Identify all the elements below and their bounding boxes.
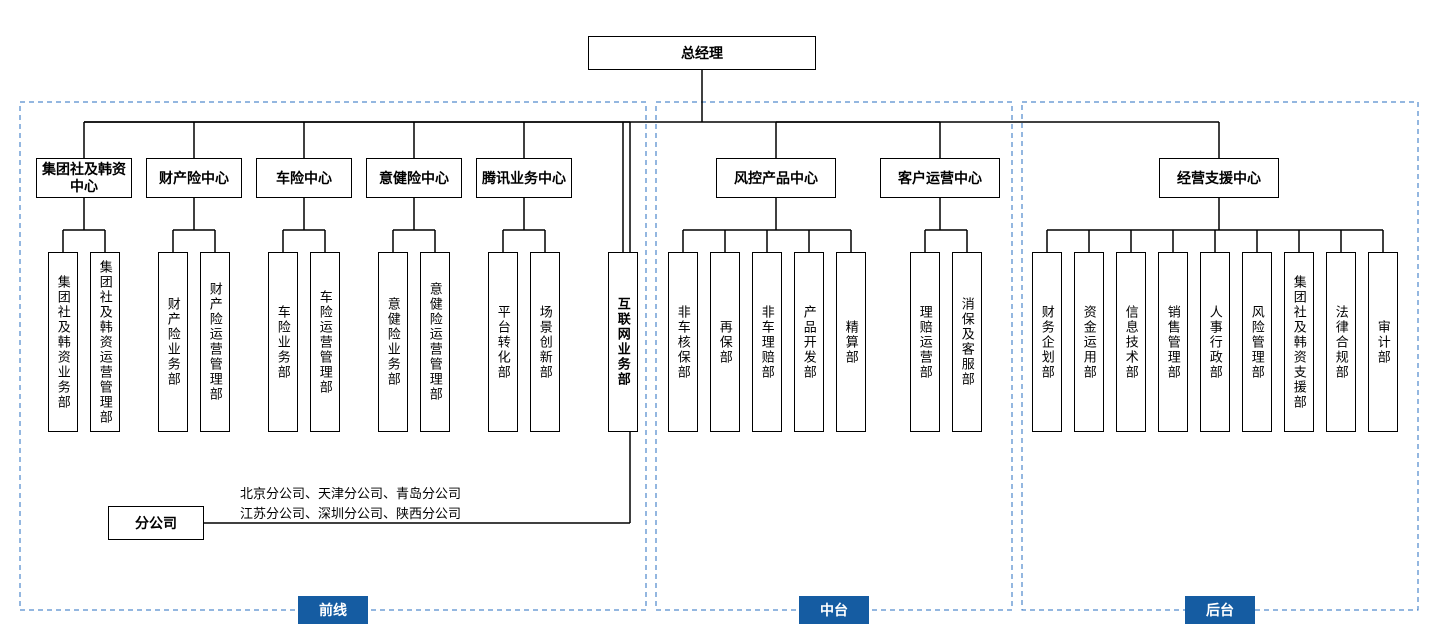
- dept-c8-8: 审计部: [1368, 252, 1398, 432]
- dept-c1-1: 集团社及韩资运营管理部: [90, 252, 120, 432]
- dept-c5-1: 场景创新部: [530, 252, 560, 432]
- dept-c8-0: 财务企划部: [1032, 252, 1062, 432]
- dept-c4-1: 意健险运营管理部: [420, 252, 450, 432]
- center-c7: 客户运营中心: [880, 158, 1000, 198]
- dept-c8-5: 风险管理部: [1242, 252, 1272, 432]
- dept-c8-7: 法律合规部: [1326, 252, 1356, 432]
- dept-c8-3: 销售管理部: [1158, 252, 1188, 432]
- dept-c8-2: 信息技术部: [1116, 252, 1146, 432]
- dept-c8-6: 集团社及韩资支援部: [1284, 252, 1314, 432]
- center-c4: 意健险中心: [366, 158, 462, 198]
- dept-c6-2: 非车理赔部: [752, 252, 782, 432]
- dept-c3-1: 车险运营管理部: [310, 252, 340, 432]
- section-label-front: 前线: [298, 596, 368, 624]
- branch-list-text: 北京分公司、天津分公司、青岛分公司 江苏分公司、深圳分公司、陕西分公司: [240, 484, 461, 523]
- dept-c4-0: 意健险业务部: [378, 252, 408, 432]
- center-c2: 财产险中心: [146, 158, 242, 198]
- center-c3: 车险中心: [256, 158, 352, 198]
- dept-c6-1: 再保部: [710, 252, 740, 432]
- dept-c7-1: 消保及客服部: [952, 252, 982, 432]
- dept-c2-0: 财产险业务部: [158, 252, 188, 432]
- dept-c1-0: 集团社及韩资业务部: [48, 252, 78, 432]
- dept-c3-0: 车险业务部: [268, 252, 298, 432]
- dept-c8-4: 人事行政部: [1200, 252, 1230, 432]
- dept-standalone: 互联网业务部: [608, 252, 638, 432]
- root-node: 总经理: [588, 36, 816, 70]
- dept-c2-1: 财产险运营管理部: [200, 252, 230, 432]
- dept-c6-0: 非车核保部: [668, 252, 698, 432]
- center-c5: 腾讯业务中心: [476, 158, 572, 198]
- center-c1: 集团社及韩资中心: [36, 158, 132, 198]
- branch-box: 分公司: [108, 506, 204, 540]
- dept-c6-4: 精算部: [836, 252, 866, 432]
- dept-c5-0: 平台转化部: [488, 252, 518, 432]
- section-label-middle: 中台: [799, 596, 869, 624]
- org-chart: 前线 中台 后台 总经理集团社及韩资中心集团社及韩资业务部集团社及韩资运营管理部 财产险…: [0, 0, 1436, 642]
- dept-c8-1: 资金运用部: [1074, 252, 1104, 432]
- dept-c6-3: 产品开发部: [794, 252, 824, 432]
- center-c6: 风控产品中心: [716, 158, 836, 198]
- dept-c7-0: 理赔运营部: [910, 252, 940, 432]
- center-c8: 经营支援中心: [1159, 158, 1279, 198]
- section-label-back: 后台: [1185, 596, 1255, 624]
